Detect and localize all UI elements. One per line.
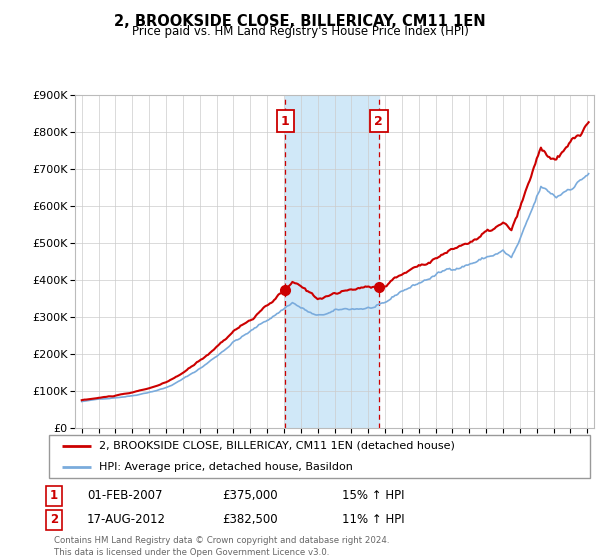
Text: Price paid vs. HM Land Registry's House Price Index (HPI): Price paid vs. HM Land Registry's House …	[131, 25, 469, 38]
Text: 2: 2	[374, 115, 383, 128]
Text: 2: 2	[50, 513, 58, 526]
Text: 11% ↑ HPI: 11% ↑ HPI	[342, 513, 404, 526]
Text: £382,500: £382,500	[222, 513, 278, 526]
Text: 1: 1	[50, 489, 58, 502]
Text: 15% ↑ HPI: 15% ↑ HPI	[342, 489, 404, 502]
Text: Contains HM Land Registry data © Crown copyright and database right 2024.
This d: Contains HM Land Registry data © Crown c…	[54, 536, 389, 557]
FancyBboxPatch shape	[49, 435, 590, 478]
Text: 01-FEB-2007: 01-FEB-2007	[87, 489, 163, 502]
Bar	[285, 95, 379, 428]
Text: 2, BROOKSIDE CLOSE, BILLERICAY, CM11 1EN (detached house): 2, BROOKSIDE CLOSE, BILLERICAY, CM11 1EN…	[99, 441, 455, 451]
Text: 1: 1	[281, 115, 290, 128]
Text: HPI: Average price, detached house, Basildon: HPI: Average price, detached house, Basi…	[99, 461, 353, 472]
Text: £375,000: £375,000	[222, 489, 278, 502]
Text: 2, BROOKSIDE CLOSE, BILLERICAY, CM11 1EN: 2, BROOKSIDE CLOSE, BILLERICAY, CM11 1EN	[114, 14, 486, 29]
Text: 17-AUG-2012: 17-AUG-2012	[87, 513, 166, 526]
